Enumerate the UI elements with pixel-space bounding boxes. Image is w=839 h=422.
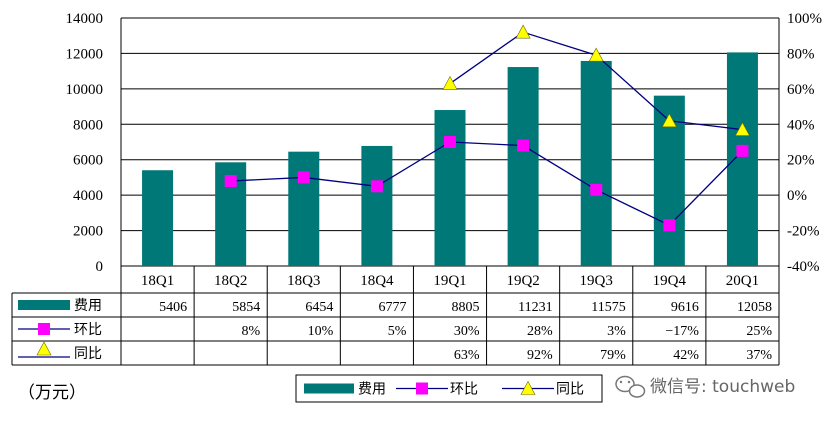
yoy-row-cell: 79%	[600, 348, 626, 363]
cost-row-cell: 9616	[671, 300, 699, 315]
y2-tick-label: -20%	[787, 224, 820, 240]
x-tick-label: 18Q4	[360, 273, 394, 289]
mom-key-marker	[38, 323, 50, 335]
legend-mom-marker	[416, 382, 428, 395]
cost-row-cell: 5406	[159, 300, 187, 315]
x-tick-label: 19Q2	[506, 273, 539, 289]
cost-row-label: 费用	[74, 298, 102, 314]
line-series	[224, 24, 750, 232]
yoy-row-label: 同比	[74, 346, 102, 362]
x-tick-label: 19Q3	[580, 273, 613, 289]
legend-cost-key	[304, 383, 354, 394]
mom-row-cell: 28%	[527, 324, 553, 339]
mom-row-cell: 3%	[607, 324, 626, 339]
cost-row-cell: 6777	[378, 300, 406, 315]
yoy-point-20Q1	[734, 121, 750, 136]
mom-point-19Q1	[444, 136, 456, 148]
cost-row-cell: 11575	[591, 300, 625, 315]
yoy-row-cell: 37%	[746, 348, 772, 363]
mom-point-19Q2	[517, 139, 530, 152]
watermark: 微信号: touchweb	[615, 375, 795, 398]
mom-point-18Q2	[224, 174, 237, 187]
yoy-row-cell: 42%	[673, 348, 699, 363]
mom-row-cell: 25%	[746, 324, 772, 339]
bar-19Q1	[434, 110, 466, 266]
yoy-key-marker	[36, 341, 52, 356]
yoy-point-19Q4	[661, 113, 677, 128]
y-tick-label: 2000	[73, 224, 103, 240]
data-table: 18Q1 18Q2 18Q3 18Q4 19Q1 19Q2 19Q3 19Q4 20Q1 费用 54…	[11, 266, 780, 366]
y2-tick-label: -40%	[787, 259, 820, 275]
x-tick-label: 18Q1	[141, 273, 174, 289]
yoy-point-19Q2	[515, 24, 531, 39]
legend-mom-label: 环比	[450, 382, 478, 398]
mom-point-18Q4	[370, 180, 383, 193]
mom-point-18Q3	[297, 171, 310, 184]
y-tick-label: 10000	[66, 82, 104, 98]
mom-point-20Q1	[736, 144, 749, 157]
cost-row-cell: 5854	[232, 300, 260, 315]
mom-line	[230, 141, 743, 227]
x-tick-label: 19Q1	[433, 273, 466, 289]
bar-18Q1	[142, 170, 174, 266]
cost-row-cell: 11231	[518, 300, 552, 315]
wechat-icon	[615, 375, 646, 398]
cost-row-cell: 8805	[452, 300, 480, 315]
mom-row-cell: −17%	[665, 324, 699, 339]
x-tick-label: 18Q3	[287, 273, 320, 289]
mom-row-cell: 10%	[308, 324, 334, 339]
y2-tick-label: 100%	[787, 11, 822, 27]
y-tick-label: 14000	[66, 11, 104, 27]
yoy-point-19Q3	[588, 47, 604, 62]
y2-tick-label: 60%	[787, 82, 815, 98]
x-tick-label: 18Q2	[214, 273, 247, 289]
bar-19Q2	[507, 67, 539, 266]
mom-row-cell: 30%	[454, 324, 480, 339]
cost-row-cell: 12058	[737, 300, 772, 315]
yoy-row-cell: 63%	[454, 348, 480, 363]
x-tick-label: 19Q4	[653, 273, 687, 289]
bar-20Q1	[726, 52, 758, 267]
bar-18Q4	[361, 145, 393, 266]
x-tick-label: 20Q1	[726, 273, 759, 289]
unit-label: （万元）	[18, 383, 86, 403]
mom-point-19Q4	[663, 219, 676, 232]
watermark-text: 微信号: touchweb	[650, 377, 795, 397]
mom-point-19Q3	[590, 183, 603, 196]
yoy-row-cell: 92%	[527, 348, 553, 363]
y2-tick-label: 20%	[787, 153, 815, 169]
yoy-point-19Q1	[442, 75, 458, 90]
y2-tick-label: 80%	[787, 46, 815, 62]
mom-row-label: 环比	[74, 322, 102, 338]
y-tick-label: 8000	[73, 117, 103, 133]
y-axis-left: 0 2000 4000 6000 8000 10000 12000 14000	[66, 11, 104, 275]
bar-18Q3	[288, 151, 320, 266]
mom-row-cell: 5%	[388, 324, 407, 339]
bar-series	[142, 52, 758, 267]
legend-cost-label: 费用	[358, 382, 386, 398]
y2-tick-label: 0%	[787, 188, 807, 204]
y-tick-label: 0	[96, 259, 104, 275]
y-tick-label: 4000	[73, 188, 103, 204]
legend: 费用 环比 同比	[295, 374, 603, 403]
y2-tick-label: 40%	[787, 117, 815, 133]
cost-key	[18, 300, 70, 310]
legend-yoy-marker	[520, 380, 536, 395]
y-tick-label: 12000	[66, 46, 104, 62]
y-tick-label: 6000	[73, 153, 103, 169]
mom-row-cell: 8%	[242, 324, 261, 339]
cost-row-cell: 6454	[305, 300, 333, 315]
y-axis-right: -40% -20% 0% 20% 40% 60% 80% 100%	[787, 11, 822, 275]
bar-19Q3	[580, 60, 612, 267]
legend-yoy-label: 同比	[556, 382, 584, 398]
